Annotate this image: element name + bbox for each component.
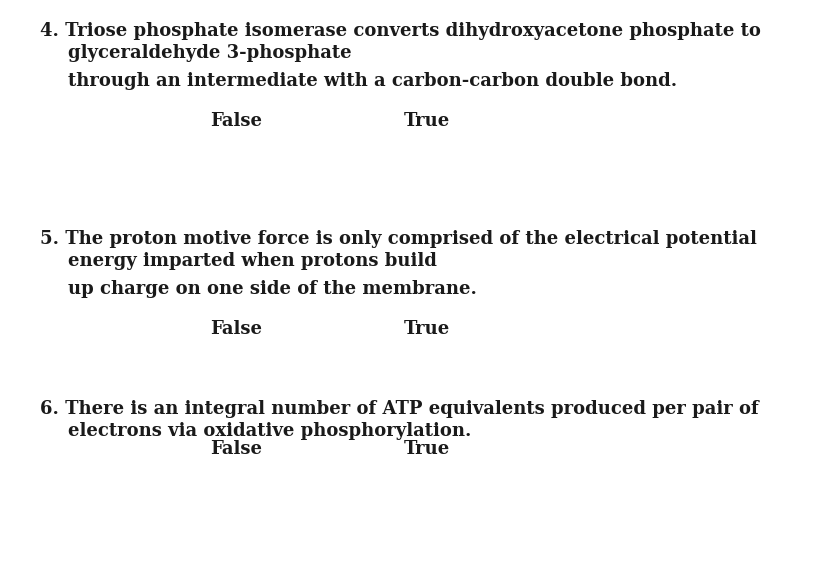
Text: False: False bbox=[210, 320, 261, 338]
Text: False: False bbox=[210, 112, 261, 130]
Text: electrons via oxidative phosphorylation.: electrons via oxidative phosphorylation. bbox=[68, 422, 471, 440]
Text: through an intermediate with a carbon-carbon double bond.: through an intermediate with a carbon-ca… bbox=[68, 72, 676, 90]
Text: True: True bbox=[403, 112, 449, 130]
Text: False: False bbox=[210, 440, 261, 458]
Text: 4. Triose phosphate isomerase converts dihydroxyacetone phosphate to: 4. Triose phosphate isomerase converts d… bbox=[40, 22, 760, 40]
Text: up charge on one side of the membrane.: up charge on one side of the membrane. bbox=[68, 280, 476, 298]
Text: True: True bbox=[403, 440, 449, 458]
Text: energy imparted when protons build: energy imparted when protons build bbox=[68, 252, 437, 270]
Text: 6. There is an integral number of ATP equivalents produced per pair of: 6. There is an integral number of ATP eq… bbox=[40, 400, 758, 418]
Text: 5. The proton motive force is only comprised of the electrical potential: 5. The proton motive force is only compr… bbox=[40, 230, 756, 248]
Text: glyceraldehyde 3-phosphate: glyceraldehyde 3-phosphate bbox=[68, 44, 351, 62]
Text: True: True bbox=[403, 320, 449, 338]
